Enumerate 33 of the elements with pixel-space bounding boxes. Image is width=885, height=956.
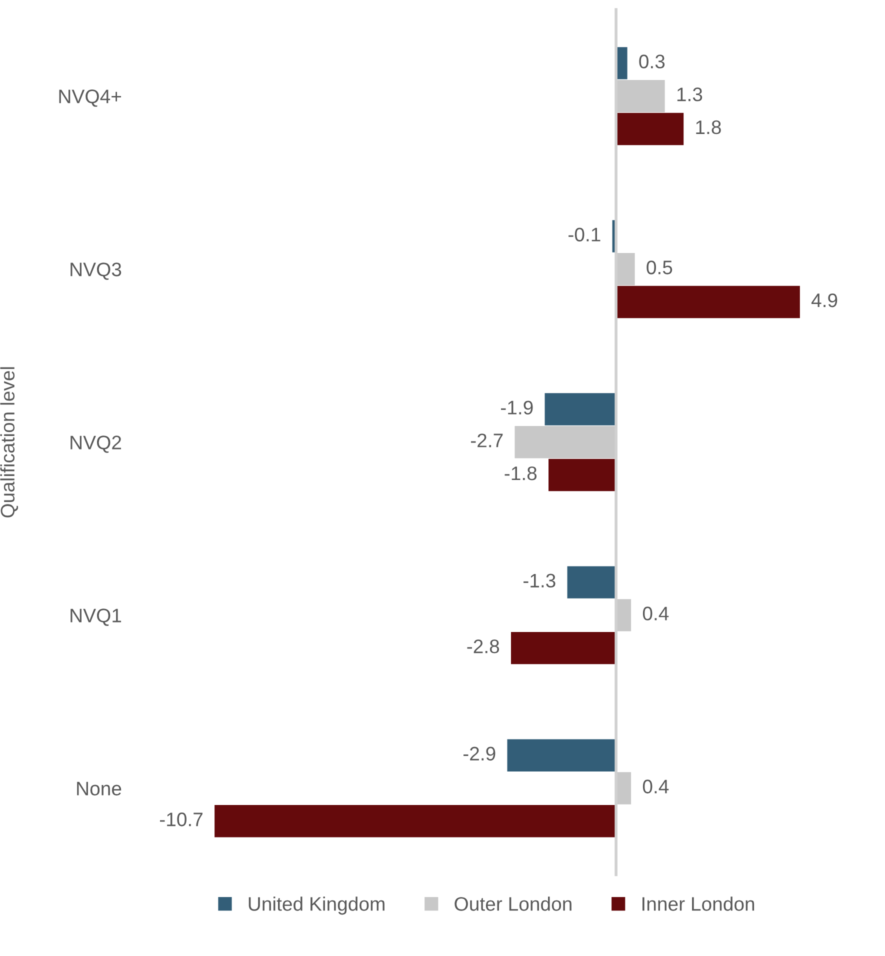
data-label: -2.8	[467, 640, 500, 654]
bar	[616, 286, 800, 318]
bar	[567, 566, 616, 598]
y-tick-label: NVQ3	[70, 262, 122, 280]
legend-label: United Kingdom	[248, 896, 384, 915]
legend-label: Inner London	[642, 896, 754, 911]
y-tick-label: NVQ2	[70, 436, 122, 453]
bar	[507, 739, 616, 772]
data-label: -2.9	[463, 746, 496, 761]
bar	[544, 393, 616, 426]
bar	[510, 632, 616, 664]
data-label: -1.3	[524, 574, 556, 588]
data-label: 0.4	[642, 606, 669, 620]
y-axis-title: Qualification level	[0, 367, 18, 518]
data-label: 1.3	[677, 88, 702, 102]
bar	[616, 47, 628, 80]
y-tick-label: None	[77, 782, 122, 796]
data-label: -10.7	[160, 812, 202, 826]
data-label: -2.7	[470, 434, 503, 448]
data-label: -1.9	[501, 400, 533, 414]
data-label: 0.4	[642, 780, 669, 794]
data-label: 1.8	[696, 120, 721, 134]
data-label: 0.5	[646, 260, 672, 274]
bar	[214, 804, 616, 838]
y-tick-label: NVQ4+	[59, 90, 122, 107]
data-label: -1.8	[504, 466, 537, 480]
data-label: 4.9	[811, 293, 838, 308]
bar	[548, 458, 616, 492]
bar	[616, 112, 684, 146]
legend-label: Outer London	[454, 896, 572, 911]
y-tick-label: NVQ1	[70, 608, 122, 626]
data-label: 0.3	[639, 54, 665, 68]
data-label: -0.1	[568, 228, 600, 242]
